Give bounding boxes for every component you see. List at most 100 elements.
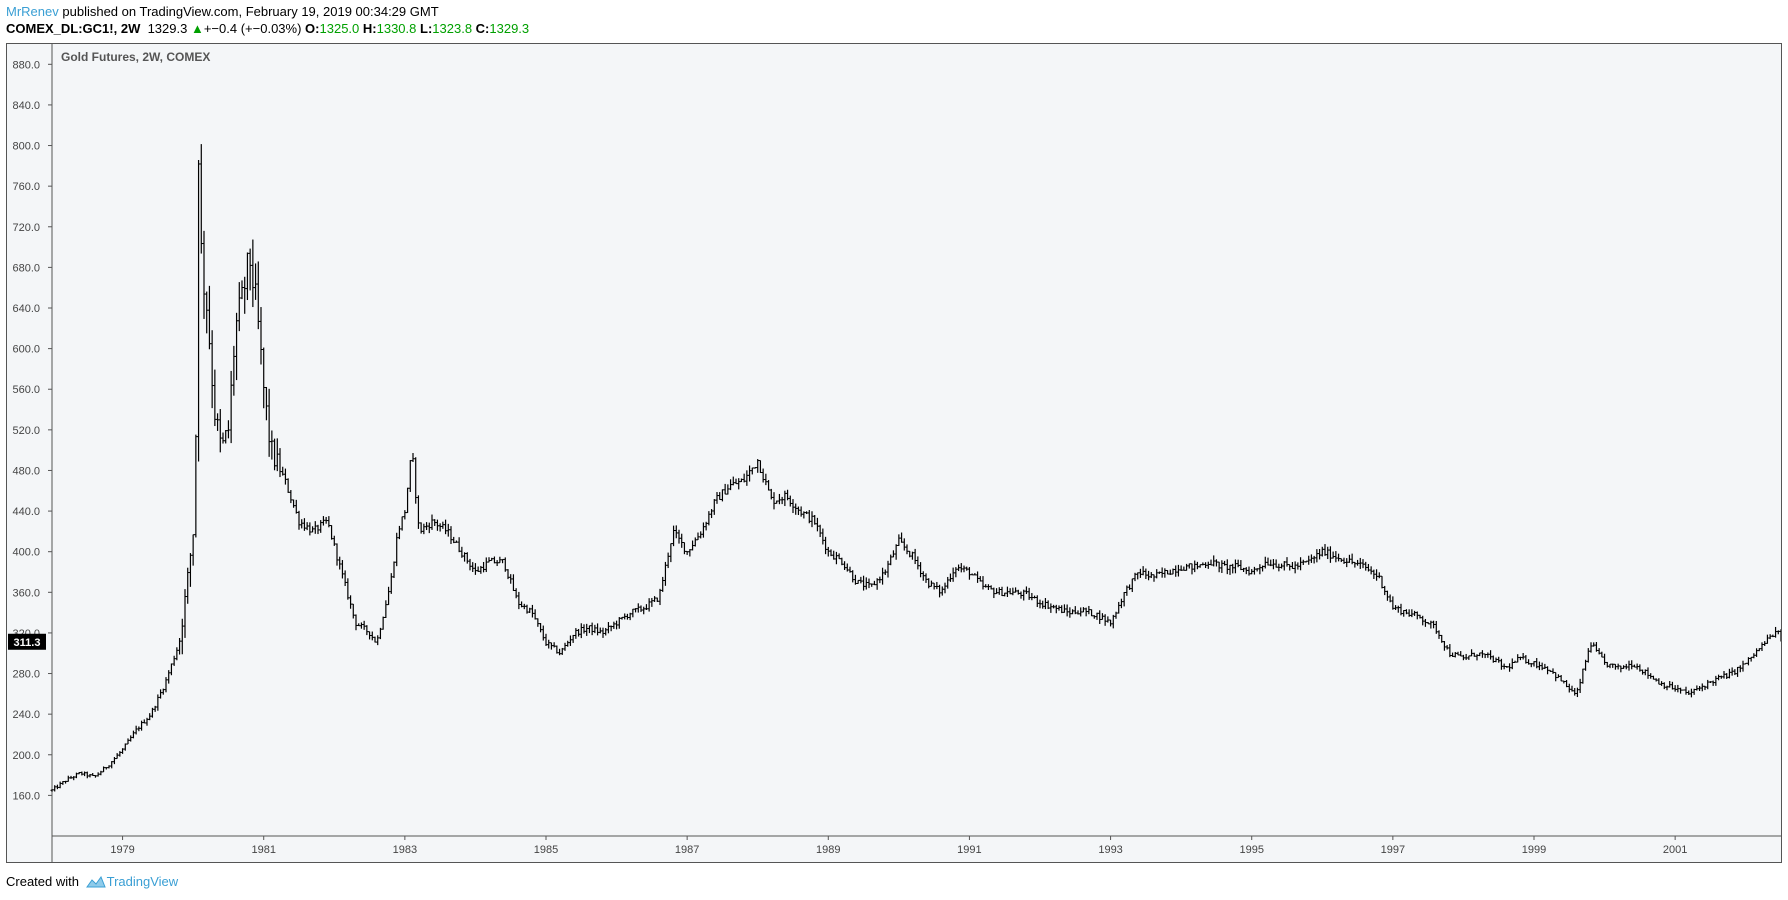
ohlc-bar: [1263, 556, 1267, 569]
ohlc-bar: [1475, 654, 1479, 661]
ohlc-bar: [1280, 563, 1284, 569]
ohlc-bar: [894, 544, 898, 560]
ohlc-bar: [463, 552, 467, 562]
ohlc-bar: [661, 576, 665, 592]
ohlc-bar: [582, 624, 586, 634]
symbol-info-bar: COMEX_DL:GC1!, 2W 1329.3 ▲+−0.4 (+−0.03%…: [6, 21, 529, 37]
ohlc-bar: [1364, 561, 1368, 571]
ohlc-bar: [756, 459, 760, 473]
ohlc-bar: [1627, 660, 1631, 671]
ohlc-bar: [305, 522, 309, 531]
ohlc-bar: [1687, 690, 1691, 695]
y-tick-label: 520.0: [12, 425, 40, 437]
ohlc-bar: [93, 775, 97, 778]
ohlc-bar: [672, 525, 676, 547]
ohlc-bar: [1603, 653, 1607, 665]
ohlc-bar: [704, 521, 708, 531]
ohlc-bar: [1318, 548, 1322, 560]
ohlc-bar: [126, 738, 130, 745]
author-link[interactable]: MrRenev: [6, 4, 59, 19]
ohlc-bar: [88, 774, 92, 778]
ohlc-bar: [1714, 675, 1718, 686]
ohlc-bar: [129, 735, 133, 742]
ohlc-bar: [875, 578, 879, 590]
ohlc-bar: [965, 566, 969, 571]
ohlc-bar: [1217, 561, 1221, 573]
x-tick-label: 1997: [1381, 844, 1405, 856]
ohlc-bar: [221, 432, 225, 444]
ohlc-bar: [623, 613, 627, 620]
ohlc-bar: [805, 511, 809, 515]
ohlc-bar: [707, 511, 711, 526]
ohlc-bar: [596, 623, 600, 636]
ohlc-bar: [932, 582, 936, 590]
ohlc-bar: [205, 291, 209, 334]
ohlc-bar: [1529, 663, 1533, 668]
ohlc-bar: [137, 726, 141, 732]
ohlc-bar: [957, 564, 961, 572]
ohlc-bar: [1320, 546, 1324, 557]
ohlc-bar: [408, 460, 412, 492]
ohlc-bar: [1092, 615, 1096, 619]
tradingview-logo-icon: [85, 876, 106, 888]
ohlc-bar: [1532, 661, 1536, 667]
ohlc-bar: [897, 534, 901, 546]
ohlc-bar: [1252, 566, 1256, 575]
ohlc-bar: [1081, 607, 1085, 613]
ohlc-bar: [64, 780, 68, 784]
ohlc-bar: [585, 623, 589, 636]
ohlc-bar: [688, 549, 692, 557]
ohlc-bar: [976, 571, 980, 583]
ohlc-bar: [273, 438, 277, 471]
x-axis-ticks: 1979 1981 1983 1985 1987 1989 1991 1993 1995 1997…: [110, 836, 1687, 856]
ohlc-bar: [767, 480, 771, 491]
price-chart[interactable]: Gold Futures, 2W, COMEX 160.0 200.0 240.0 2…: [7, 44, 1783, 862]
ohlc-bar: [1239, 560, 1243, 571]
ohlc-bar: [1038, 599, 1042, 609]
y-tick-label: 760.0: [12, 181, 40, 193]
ohlc-bar: [435, 519, 439, 531]
ohlc-bar: [1725, 673, 1729, 679]
ohlc-bar: [419, 522, 423, 534]
ohlc-bar: [232, 345, 236, 396]
tradingview-link[interactable]: TradingView: [106, 874, 179, 889]
ohlc-bar: [395, 532, 399, 567]
ohlc-bar: [1765, 634, 1769, 644]
ohlc-bar: [995, 588, 999, 595]
ohlc-bar: [1228, 564, 1232, 575]
ohlc-bar: [921, 571, 925, 581]
ohlc-bar: [501, 558, 505, 564]
ohlc-bar: [468, 558, 472, 571]
ohlc-bar: [1755, 648, 1759, 657]
ohlc-bar: [997, 587, 1001, 595]
ohlc-bar: [1152, 574, 1156, 582]
ohlc-bar: [55, 784, 59, 790]
ohlc-bar: [1415, 611, 1419, 620]
ohlc-bar: [1646, 667, 1650, 679]
ohlc-bar: [653, 596, 657, 602]
ohlc-bar: [737, 478, 741, 490]
ohlc-bar: [1559, 674, 1563, 682]
ohlc-bar: [829, 549, 833, 557]
y-tick-label: 280.0: [12, 669, 40, 681]
ohlc-bar: [321, 516, 325, 526]
ohlc-bar: [1136, 572, 1140, 580]
ohlc-bar: [1404, 609, 1408, 615]
ohlc-bar: [357, 623, 361, 627]
ohlc-bar: [1665, 685, 1669, 691]
ohlc-bar: [1296, 562, 1300, 570]
ohlc-bar: [1413, 610, 1417, 616]
y-tick-label: 440.0: [12, 506, 40, 518]
ohlc-bar: [558, 648, 562, 656]
ohlc-bar: [824, 536, 828, 555]
ohlc-bar: [1711, 680, 1715, 686]
ohlc-bar: [1540, 662, 1544, 671]
ohlc-bar: [1548, 669, 1552, 672]
ohlc-bar: [1502, 663, 1506, 670]
ohlc-bar: [807, 510, 811, 524]
ohlc-bar: [739, 478, 743, 483]
ohlc-bar: [919, 562, 923, 578]
chart-frame[interactable]: Gold Futures, 2W, COMEX 160.0 200.0 240.0 2…: [6, 43, 1783, 863]
ohlc-bar: [359, 622, 363, 629]
ohlc-bar: [1497, 656, 1501, 663]
